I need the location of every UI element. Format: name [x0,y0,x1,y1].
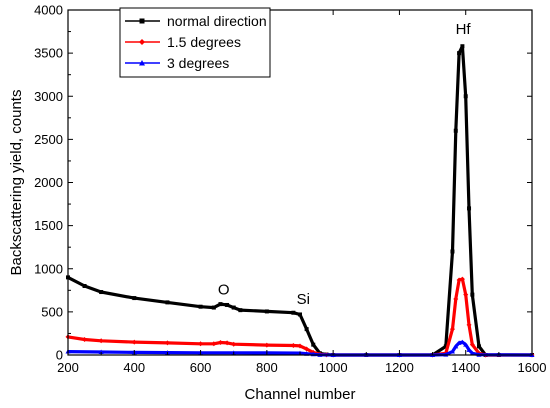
data-point [231,341,237,347]
data-point [238,308,243,313]
data-point [98,338,104,344]
legend: normal direction 1.5 degrees 3 degrees [119,7,271,78]
data-point [217,339,223,345]
data-point [264,342,270,348]
data-point [311,342,316,347]
y-tick-label: 1500 [34,218,63,233]
data-point [466,322,472,328]
data-point [298,312,302,317]
x-tick-label: 200 [57,360,79,375]
data-point [165,300,170,305]
data-point [459,276,465,282]
data-point [470,292,475,297]
data-point [453,343,459,349]
data-point [198,304,203,309]
data-point [290,343,296,349]
x-tick-label: 1600 [518,360,547,375]
x-tick-label: 600 [190,360,212,375]
data-point [476,344,481,349]
x-tick-label: 400 [123,360,145,375]
x-tick-label: 800 [256,360,278,375]
x-axis-title: Channel number [245,386,356,403]
data-point [164,340,170,346]
x-tick-label: 1200 [385,360,414,375]
data-point [304,327,309,332]
data-point [211,305,216,310]
annotation-label: Hf [456,21,472,38]
x-tick-label: 1400 [451,360,480,375]
data-point [453,296,459,302]
y-tick-label: 500 [41,304,63,319]
legend-label: normal direction [167,13,267,29]
data-point [304,346,310,352]
data-point [198,341,204,347]
y-tick-label: 0 [56,348,63,363]
annotation-label: Si [297,291,310,308]
legend-entry: 1.5 degrees [125,34,241,50]
data-point [82,336,88,342]
y-tick-label: 4000 [34,3,63,18]
y-tick-label: 3000 [34,89,63,104]
data-point [98,349,104,354]
data-point [463,94,468,99]
data-point [225,302,230,307]
data-point [469,342,475,348]
data-point [297,343,303,349]
data-point [264,309,269,314]
data-point [463,292,469,298]
legend-marker [139,60,145,66]
data-point [211,341,217,347]
legend-entry: 3 degrees [125,55,229,71]
data-point [467,206,472,211]
y-tick-label: 1000 [34,261,63,276]
data-point [449,349,455,354]
data-point [443,344,448,349]
data-point [224,340,230,346]
annotation-label: O [218,282,230,299]
data-point [450,249,455,254]
legend-marker [139,39,145,45]
y-tick-label: 2500 [34,132,63,147]
data-point [231,305,236,310]
data-point [469,350,475,356]
data-point [463,342,469,347]
y-tick-label: 2000 [34,175,63,190]
ticks-layer: 200 400 600 800 1000 1200 1400 1600 0 500 1000 1500… [34,3,546,376]
data-point [99,290,104,295]
data-point [132,296,137,301]
legend-label: 3 degrees [167,55,229,71]
data-point [460,44,465,49]
y-axis-title: Backscattering yield, counts [8,90,25,276]
y-tick-label: 3500 [34,46,63,61]
data-point [291,310,296,315]
annotations: O Si Hf [218,21,471,308]
data-point [449,326,455,332]
data-point [459,339,465,345]
data-point [453,128,458,133]
legend-entry: normal direction [125,13,267,29]
legend-marker [139,18,145,24]
data-point [82,284,87,288]
data-point [218,302,223,307]
legend-label: 1.5 degrees [167,34,241,50]
data-point [131,339,137,345]
data-point [457,51,462,56]
data-point [466,347,472,352]
x-tick-label: 1000 [319,360,348,375]
